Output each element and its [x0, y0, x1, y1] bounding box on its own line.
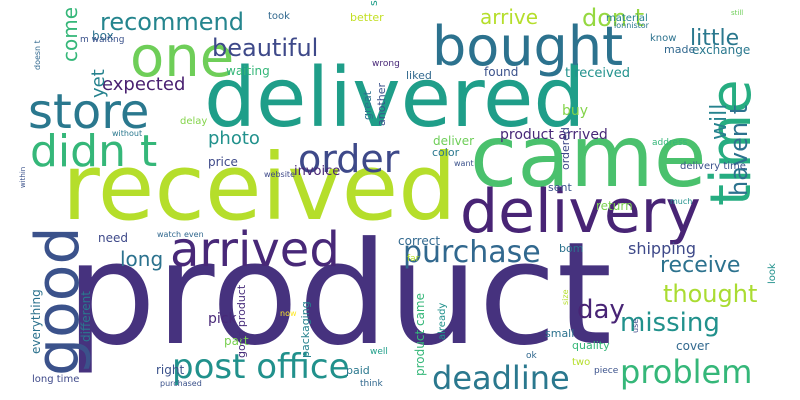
word-store: store	[28, 84, 150, 140]
word-deliver: deliver	[433, 134, 475, 148]
word-right: right	[156, 363, 185, 377]
word-one: one	[130, 25, 235, 90]
word-found: found	[484, 65, 519, 79]
word-size: size	[561, 289, 570, 305]
word-m-waiting: m waiting	[80, 35, 125, 45]
word-correct: correct	[398, 234, 441, 248]
word-exchange: exchange	[692, 43, 751, 57]
word-delivered: delivered	[204, 51, 586, 146]
word-delay: delay	[180, 116, 208, 127]
word-small: small	[545, 327, 575, 340]
word-pick: pick	[208, 311, 237, 327]
word-will: will	[707, 103, 732, 140]
word-arrive: arrive	[480, 5, 539, 29]
word-color: color	[432, 146, 460, 159]
word-look: look	[767, 263, 778, 284]
word-received: received	[62, 134, 457, 241]
word-piece: piece	[594, 366, 619, 376]
word-yet: yet	[88, 69, 109, 98]
word-want: want	[454, 159, 474, 168]
word-delivery: delivery	[460, 177, 701, 247]
word-order: order	[298, 137, 400, 181]
word-lonnistor: lonnistor	[614, 21, 649, 30]
word-expected: expected	[102, 74, 186, 95]
word-well: well	[370, 347, 388, 357]
word-thought: thought	[663, 280, 758, 308]
word-need: need	[98, 231, 128, 245]
word-great: great	[361, 90, 374, 120]
word-purchased: purchased	[160, 379, 202, 388]
word-now: now	[280, 309, 297, 318]
word-bom: bom	[559, 242, 584, 255]
word-day: day	[577, 295, 625, 325]
word-know: know	[650, 33, 677, 44]
word-without: without	[112, 129, 143, 138]
word-came: came	[470, 107, 707, 207]
word-use: use	[631, 318, 640, 333]
word-arrived: arrived	[170, 222, 340, 278]
word-long-time: long time	[32, 374, 80, 385]
word-took: took	[268, 11, 290, 22]
word-already: already	[437, 302, 448, 340]
word-beautiful: beautiful	[212, 34, 319, 62]
word-shipping: shipping	[628, 239, 696, 258]
word-come: come	[58, 6, 82, 62]
word-bought: bought	[432, 15, 624, 78]
word-t-received: t received	[565, 66, 630, 81]
word-two: two	[572, 357, 591, 368]
word-return: return	[596, 199, 633, 213]
word-buy: buy	[562, 103, 589, 119]
word-still: still	[731, 9, 744, 17]
word-part: part	[224, 334, 249, 348]
word-made: made	[664, 43, 696, 56]
word-paid: paid	[346, 364, 370, 377]
word-far: far	[407, 254, 420, 264]
word-price: price	[208, 155, 238, 169]
word-good-product: good product	[235, 284, 248, 358]
word-recommend: recommend	[100, 8, 244, 36]
word-long: long	[120, 247, 164, 271]
word-everything: everything	[29, 289, 43, 354]
word-much: much	[670, 197, 693, 206]
word-little: little	[690, 26, 740, 51]
word-within: within	[19, 166, 27, 188]
word-product: product	[66, 212, 613, 377]
word-s: s	[367, 0, 380, 6]
word-waiting: waiting	[226, 64, 270, 78]
word-sent: sent	[548, 181, 572, 194]
word-invoice: invoice	[294, 164, 341, 179]
word-post-office: post office	[172, 347, 350, 387]
word-ordered: ordered	[559, 127, 572, 170]
word-think: think	[360, 379, 383, 389]
word-another: another	[375, 82, 388, 126]
word-better: better	[350, 11, 384, 24]
word-material: material	[606, 13, 648, 24]
word-website: website	[264, 170, 295, 179]
word-missing: missing	[620, 308, 720, 338]
word-product-arrived: product arrived	[500, 127, 608, 143]
word-doesn-t: doesn t	[33, 40, 42, 70]
word-receive: receive	[660, 253, 741, 278]
word-cover: cover	[676, 339, 710, 353]
word-problem: problem	[620, 353, 753, 391]
word-photo: photo	[208, 128, 260, 149]
word-packaging: packaging	[299, 301, 312, 358]
word-ok: ok	[526, 351, 537, 361]
word-don-t: don t	[582, 4, 645, 32]
word-purchase: purchase	[403, 235, 541, 270]
word-different: different	[79, 291, 93, 342]
word-address: address	[652, 138, 688, 148]
word-delivery-time: delivery time	[680, 161, 746, 172]
word-didn-t: didn t	[30, 126, 158, 177]
word-deadline: deadline	[432, 359, 570, 397]
word-quality: quality	[572, 339, 610, 352]
word-liked: liked	[406, 69, 432, 82]
word-watch: watch	[157, 230, 182, 239]
word-wrong: wrong	[372, 59, 400, 69]
word-product-came: product came	[413, 293, 427, 376]
word-box: box	[92, 29, 114, 43]
word-even: even	[184, 230, 204, 239]
